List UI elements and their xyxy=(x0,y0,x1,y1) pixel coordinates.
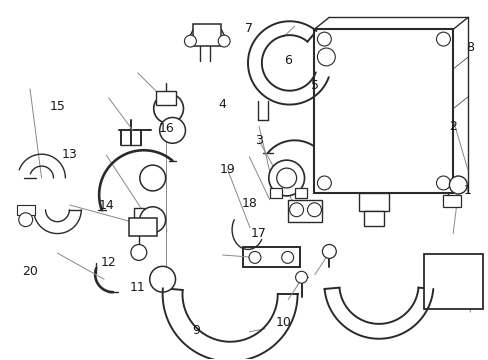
Text: 16: 16 xyxy=(159,122,174,135)
Text: 5: 5 xyxy=(310,79,318,92)
Circle shape xyxy=(448,176,467,194)
Circle shape xyxy=(317,176,331,190)
Text: 7: 7 xyxy=(245,22,253,35)
Circle shape xyxy=(153,94,183,123)
Circle shape xyxy=(276,168,296,188)
Bar xyxy=(314,29,452,193)
Circle shape xyxy=(436,176,449,190)
Circle shape xyxy=(140,207,165,233)
Bar xyxy=(364,211,383,226)
Circle shape xyxy=(436,32,449,46)
Bar xyxy=(17,205,35,215)
Circle shape xyxy=(317,48,335,66)
Circle shape xyxy=(322,244,336,258)
Bar xyxy=(155,91,175,105)
Bar xyxy=(358,193,388,211)
Text: 11: 11 xyxy=(130,281,145,294)
Text: 8: 8 xyxy=(465,41,473,54)
Bar xyxy=(294,188,306,198)
Text: 12: 12 xyxy=(101,256,116,269)
Bar xyxy=(423,255,482,309)
Circle shape xyxy=(149,266,175,292)
Circle shape xyxy=(268,160,304,196)
Circle shape xyxy=(317,32,331,46)
Text: 18: 18 xyxy=(241,197,257,210)
Text: 15: 15 xyxy=(50,100,65,113)
Circle shape xyxy=(248,251,260,264)
Text: 14: 14 xyxy=(98,198,114,212)
Bar xyxy=(269,188,281,198)
Circle shape xyxy=(19,213,33,227)
Text: 2: 2 xyxy=(448,120,456,133)
Text: 17: 17 xyxy=(251,227,266,240)
Bar xyxy=(129,218,156,235)
Circle shape xyxy=(295,271,307,283)
Circle shape xyxy=(160,117,185,143)
Text: 1: 1 xyxy=(463,184,471,197)
Bar xyxy=(193,24,221,46)
Bar xyxy=(287,200,322,222)
Text: 10: 10 xyxy=(275,316,291,329)
Circle shape xyxy=(184,35,196,47)
Text: 3: 3 xyxy=(255,134,263,147)
Text: 20: 20 xyxy=(22,265,38,278)
Text: 9: 9 xyxy=(192,324,200,337)
Circle shape xyxy=(140,165,165,191)
Circle shape xyxy=(281,251,293,264)
Circle shape xyxy=(289,203,303,217)
Text: 4: 4 xyxy=(218,99,226,112)
Circle shape xyxy=(131,244,146,260)
Bar xyxy=(443,195,460,207)
Circle shape xyxy=(307,203,321,217)
Text: 13: 13 xyxy=(62,148,78,162)
Circle shape xyxy=(218,35,230,47)
Text: 19: 19 xyxy=(219,163,235,176)
Text: 6: 6 xyxy=(284,54,291,67)
